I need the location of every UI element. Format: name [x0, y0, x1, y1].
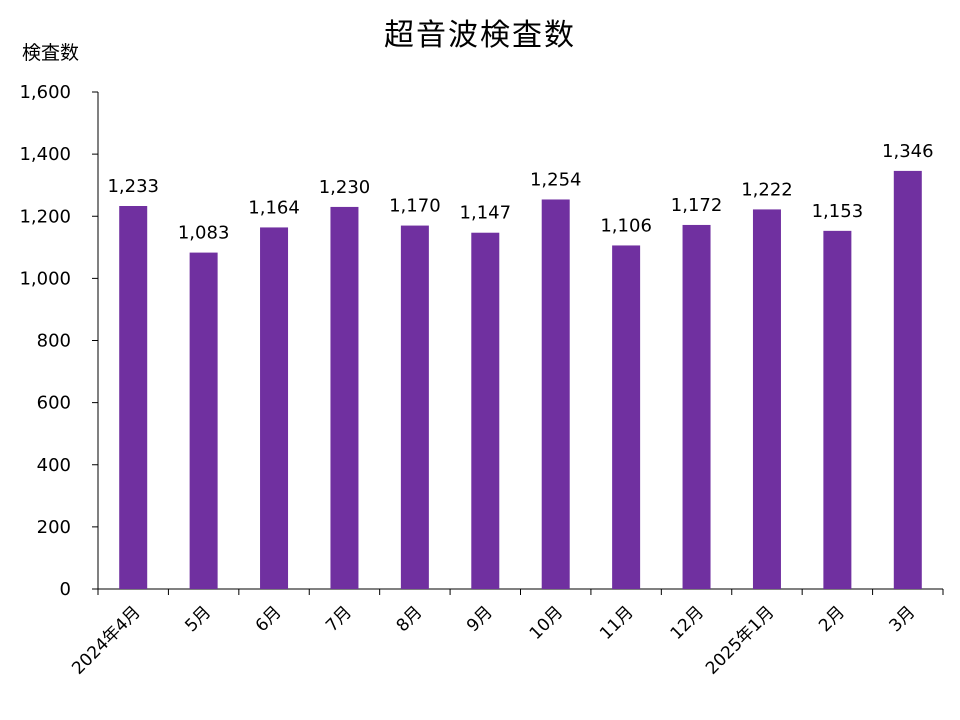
x-tick-label: 5月 [181, 602, 215, 636]
value-label: 1,153 [812, 201, 864, 222]
x-tick-label: 12月 [667, 602, 708, 643]
bar [612, 245, 641, 590]
bar [260, 227, 289, 589]
x-tick-label: 2024年4月 [68, 602, 144, 678]
y-axis-label: 検査数 [22, 42, 80, 64]
value-label: 1,172 [671, 195, 723, 216]
value-label: 1,230 [319, 177, 371, 198]
bar [682, 224, 711, 589]
bars [119, 170, 922, 590]
value-label: 1,147 [460, 203, 512, 224]
y-tick-label: 0 [60, 579, 71, 600]
x-tick-label: 2025年1月 [702, 602, 778, 678]
bar [893, 170, 922, 589]
y-tick-label: 1,000 [19, 268, 71, 289]
value-label: 1,233 [107, 176, 159, 197]
y-tick-label: 1,200 [19, 206, 71, 227]
value-label: 1,254 [530, 169, 582, 190]
bar [541, 199, 570, 589]
y-tick-label: 1,400 [19, 144, 71, 165]
value-label: 1,106 [600, 215, 652, 236]
value-label: 1,083 [178, 223, 230, 244]
value-labels: 1,233 1,083 1,164 1,230 1,170 1,147 1,254 1,106… [107, 141, 933, 244]
y-ticks: 0 200 400 600 800 1,000 1,200 1,400 1,600 [19, 82, 98, 600]
value-label: 1,222 [741, 179, 793, 200]
x-tick-label: 9月 [463, 602, 497, 636]
bar [752, 209, 781, 589]
bar [823, 230, 852, 590]
x-tick-label: 2月 [815, 602, 849, 636]
x-tick-label: 10月 [526, 602, 567, 643]
x-tick-label: 7月 [322, 602, 356, 636]
axes [97, 92, 943, 590]
bar [400, 225, 429, 589]
bar [330, 206, 359, 589]
y-tick-label: 200 [37, 517, 71, 538]
value-label: 1,164 [248, 197, 300, 218]
x-tick-label: 3月 [886, 602, 920, 636]
y-tick-label: 600 [37, 393, 71, 414]
x-tick-label: 8月 [393, 602, 427, 636]
y-tick-label: 800 [37, 331, 71, 352]
bar [471, 232, 500, 589]
x-tick-label: 11月 [596, 602, 637, 643]
y-tick-label: 1,600 [19, 82, 71, 103]
bar [119, 205, 148, 589]
x-tick-label: 6月 [252, 602, 286, 636]
value-label: 1,346 [882, 141, 934, 162]
value-label: 1,170 [389, 196, 441, 217]
bar [189, 252, 218, 589]
y-tick-label: 400 [37, 455, 71, 476]
chart-title: 超音波検査数 [384, 18, 576, 53]
